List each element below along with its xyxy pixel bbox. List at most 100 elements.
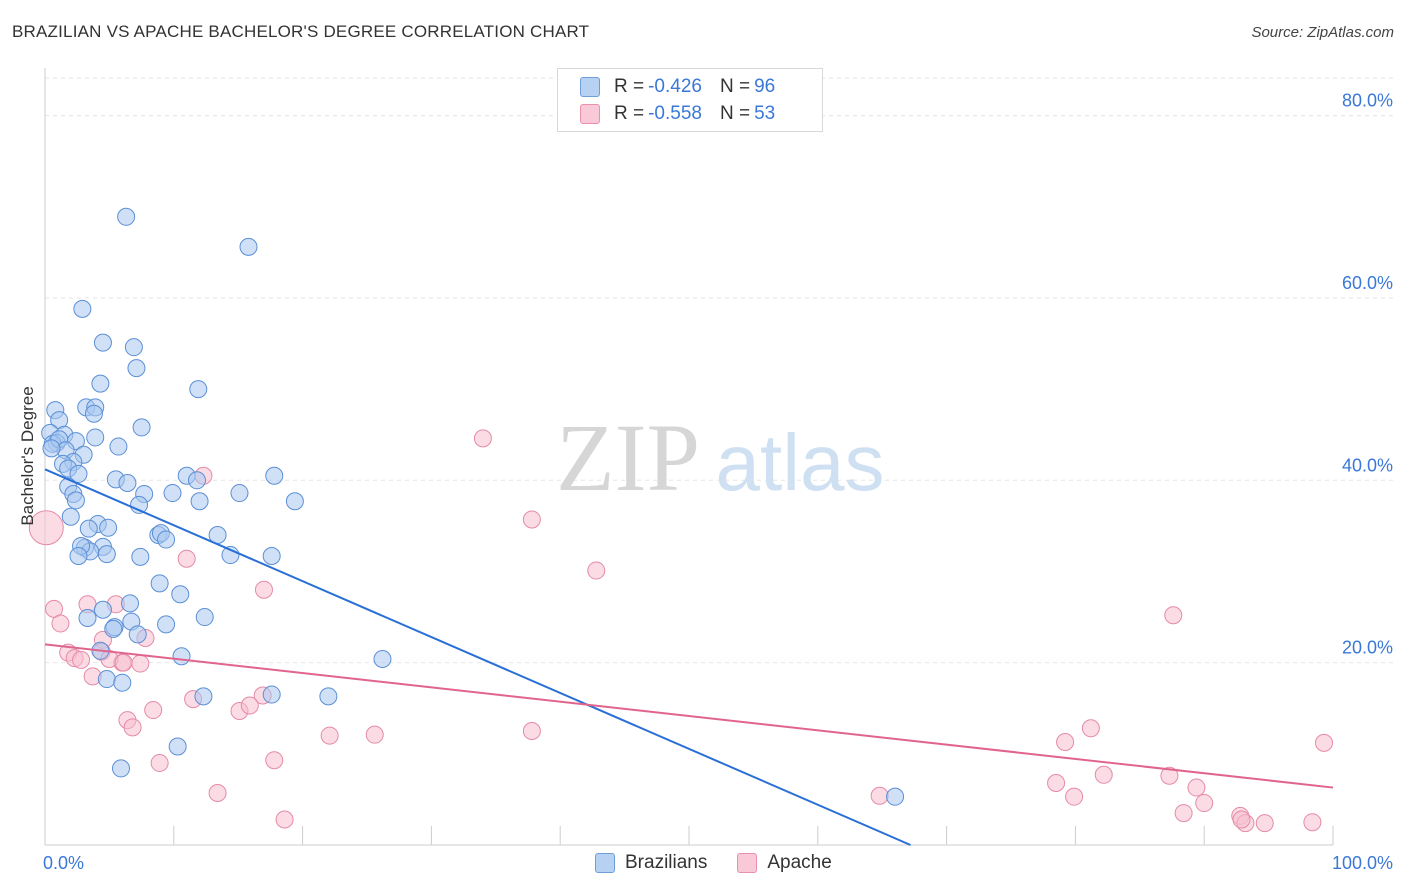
apache-points xyxy=(28,429,1333,833)
apache-point xyxy=(1232,810,1251,829)
apache-point xyxy=(1174,804,1193,823)
brazilians-point xyxy=(113,673,132,692)
brazilians-point xyxy=(69,464,88,483)
brazilians-point xyxy=(163,484,182,503)
apache-swatch xyxy=(580,104,600,124)
apache-point xyxy=(522,722,541,741)
apache-point xyxy=(1255,814,1274,833)
apache-point xyxy=(320,726,339,745)
brazilians-point xyxy=(157,530,176,549)
brazilians-point xyxy=(319,687,338,706)
brazilians-point xyxy=(93,600,112,619)
apache-point xyxy=(51,614,70,633)
brazilians-points xyxy=(41,207,905,806)
watermark-zip: ZIP xyxy=(556,404,700,511)
apache-point xyxy=(208,784,227,803)
legend-item-apache[interactable]: Apache xyxy=(737,852,832,874)
brazilians-point xyxy=(150,574,169,593)
brazilians-point xyxy=(79,519,98,538)
apache-point xyxy=(1187,778,1206,797)
brazilians-point xyxy=(109,437,128,456)
apache-point xyxy=(131,654,150,673)
apache-trend-line xyxy=(44,643,1334,789)
brazilians-point xyxy=(172,647,191,666)
y-tick-label: 40.0% xyxy=(1342,455,1393,475)
brazilians-point xyxy=(262,546,281,565)
apache-point xyxy=(1056,732,1075,751)
legend-label-brazilians: Brazilians xyxy=(625,852,708,873)
chart-title: BRAZILIAN VS APACHE BACHELOR'S DEGREE CO… xyxy=(12,22,590,41)
brazilians-point xyxy=(239,237,258,256)
apache-point xyxy=(473,429,492,448)
brazilians-point xyxy=(373,650,392,668)
brazilians-swatch xyxy=(580,77,600,97)
y-tick-labels: 20.0% 40.0% 60.0% 80.0% xyxy=(1342,91,1393,658)
brazilians-point xyxy=(111,759,130,778)
brazilians-point xyxy=(127,359,146,378)
apache-point xyxy=(1047,774,1066,792)
series-legend: Brazilians Apache xyxy=(595,852,862,874)
brazilians-point xyxy=(121,594,140,613)
legend-r-value: -0.426 xyxy=(648,76,702,97)
apache-point xyxy=(150,753,169,772)
x-tick-labels: 0.0% 100.0% xyxy=(43,853,1393,873)
apache-point xyxy=(28,510,64,546)
legend-item-brazilians[interactable]: Brazilians xyxy=(595,852,707,874)
y-tick-label: 60.0% xyxy=(1342,273,1393,293)
brazilians-point xyxy=(265,466,284,485)
apache-swatch xyxy=(737,853,758,873)
legend-row-brazilians: R = -0.426 N = 96 xyxy=(580,76,775,98)
brazilians-point xyxy=(97,670,116,689)
brazilians-point xyxy=(886,787,905,806)
brazilians-point xyxy=(104,619,123,638)
brazilians-point xyxy=(189,380,208,399)
legend-r-label: R = xyxy=(614,76,645,97)
trend-lines xyxy=(44,468,1334,846)
brazilians-point xyxy=(117,207,136,226)
legend-n-value: 96 xyxy=(754,76,776,97)
apache-point xyxy=(275,810,294,829)
brazilians-point xyxy=(187,471,206,490)
apache-point xyxy=(1081,719,1100,738)
brazilians-trend-line xyxy=(44,468,911,846)
x-tick-label: 0.0% xyxy=(43,853,84,873)
apache-point xyxy=(587,561,606,580)
brazilians-point xyxy=(168,737,187,756)
apache-point xyxy=(1195,794,1214,813)
brazilians-point xyxy=(171,585,190,604)
gridlines xyxy=(45,77,1393,664)
apache-point xyxy=(1160,766,1179,785)
brazilians-point xyxy=(73,299,92,318)
apache-point xyxy=(177,549,196,568)
brazilians-point xyxy=(195,608,214,627)
brazilians-point xyxy=(99,518,118,537)
brazilians-point xyxy=(118,474,137,493)
apache-point xyxy=(72,650,91,669)
brazilians-point xyxy=(262,685,281,704)
y-tick-label: 20.0% xyxy=(1342,638,1393,658)
apache-point xyxy=(365,725,384,744)
brazilians-point xyxy=(97,545,116,564)
brazilians-swatch xyxy=(595,853,615,873)
apache-point xyxy=(1303,813,1322,832)
brazilians-point xyxy=(84,404,103,423)
legend-row-apache: R = -0.558 N = 53 xyxy=(580,103,775,125)
apache-point xyxy=(240,696,259,715)
apache-point xyxy=(123,718,142,737)
axes xyxy=(44,68,1334,846)
legend-r-label: R = xyxy=(614,103,645,124)
brazilians-point xyxy=(132,418,151,437)
brazilians-point xyxy=(190,492,209,511)
legend-label-apache: Apache xyxy=(767,852,832,873)
apache-point xyxy=(1094,765,1113,784)
brazilians-point xyxy=(42,439,61,458)
apache-point xyxy=(1065,787,1084,806)
brazilians-point xyxy=(66,491,85,510)
brazilians-point xyxy=(124,338,143,357)
brazilians-point xyxy=(157,615,176,634)
brazilians-point xyxy=(285,492,304,511)
brazilians-point xyxy=(61,507,80,526)
legend-n-label: N = xyxy=(719,76,751,97)
brazilians-point xyxy=(69,546,88,565)
